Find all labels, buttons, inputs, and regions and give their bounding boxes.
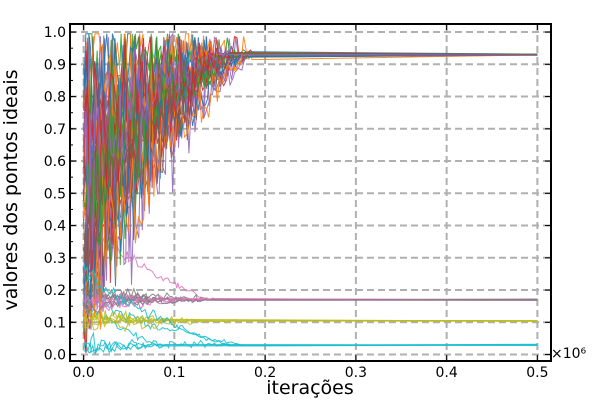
series-line	[83, 207, 538, 301]
x-axis-title: iterações	[266, 377, 354, 399]
x-tick-label: 0.5	[526, 365, 548, 381]
series-line	[83, 33, 538, 155]
series-line	[83, 319, 538, 326]
y-tick-label: 0.0	[44, 348, 66, 364]
x-tick-label: 0.2	[254, 365, 276, 381]
axes: 0.0 0.1 0.2 0.3 0.4 0.5 0.6 0.7 0.8 0.9 1.0 0.0 0.1 0…	[44, 24, 551, 381]
x-tick-label: 0.1	[163, 365, 185, 381]
series-line	[83, 296, 538, 314]
series-line	[83, 39, 538, 275]
y-tick-label: 0.9	[44, 57, 66, 73]
y-tick-label: 0.2	[44, 283, 66, 299]
series-line	[83, 309, 538, 325]
x-tick-label: 0.0	[72, 365, 94, 381]
x-scale-note: ×10⁶	[551, 346, 587, 362]
y-tick-label: 0.7	[44, 122, 66, 138]
plot-frame	[69, 23, 552, 362]
series-line	[83, 33, 538, 203]
series-line	[83, 261, 538, 347]
series-line	[83, 285, 538, 346]
x-tick-label: 0.4	[435, 365, 457, 381]
y-axis-title: valores dos pontos ideais	[0, 69, 22, 310]
series-line	[83, 287, 538, 303]
series-line	[83, 290, 538, 304]
y-tick-label: 0.5	[44, 186, 66, 202]
series-line	[83, 340, 538, 354]
y-tick-label: 0.3	[44, 251, 66, 267]
y-tick-label: 1.0	[44, 25, 66, 41]
y-tick-label: 0.6	[44, 154, 66, 170]
series-lines	[83, 32, 538, 355]
y-tick-label: 0.4	[44, 219, 66, 235]
series-line	[83, 331, 538, 355]
x-tick-label: 0.3	[345, 365, 367, 381]
y-tick-label: 0.1	[44, 315, 66, 331]
y-tick-label: 0.8	[44, 90, 66, 106]
